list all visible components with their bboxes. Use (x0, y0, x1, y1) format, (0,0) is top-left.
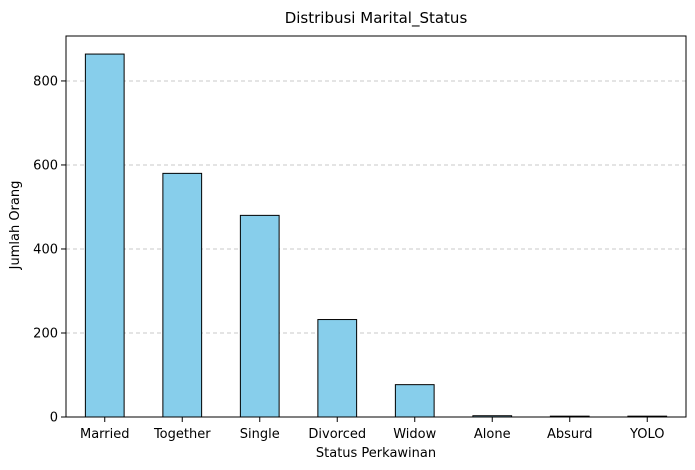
x-tick-label-widow: Widow (393, 427, 436, 442)
x-tick-label-together: Together (153, 427, 211, 442)
x-tick-label-alone: Alone (474, 427, 511, 442)
plot-frame (65, 35, 687, 418)
bar-widow (394, 384, 435, 418)
chart-title: Distribusi Marital_Status (285, 9, 468, 28)
x-tick-label-yolo: YOLO (629, 427, 664, 442)
y-axis-label: Jumlah Orang (8, 181, 23, 271)
bar-divorced (317, 319, 358, 418)
x-axis-ticks: Married Together Single Divorced Widow Alone A… (80, 417, 664, 442)
grid-lines (66, 80, 686, 334)
bar-together (162, 172, 203, 418)
y-tick-label-800: 800 (33, 74, 58, 89)
bars (84, 53, 668, 418)
y-tick-label-200: 200 (33, 326, 58, 341)
x-tick-label-married: Married (80, 427, 130, 442)
y-tick-label-600: 600 (33, 158, 58, 173)
bar-married (84, 53, 125, 418)
y-tick-label-0: 0 (50, 411, 58, 426)
y-axis-ticks: 0 200 400 600 800 (33, 74, 66, 426)
x-tick-label-single: Single (240, 427, 280, 442)
x-axis-label: Status Perkawinan (316, 446, 436, 461)
y-tick-label-400: 400 (33, 242, 58, 257)
bar-single (239, 214, 280, 418)
x-tick-label-divorced: Divorced (308, 427, 366, 442)
x-tick-label-absurd: Absurd (547, 427, 593, 442)
